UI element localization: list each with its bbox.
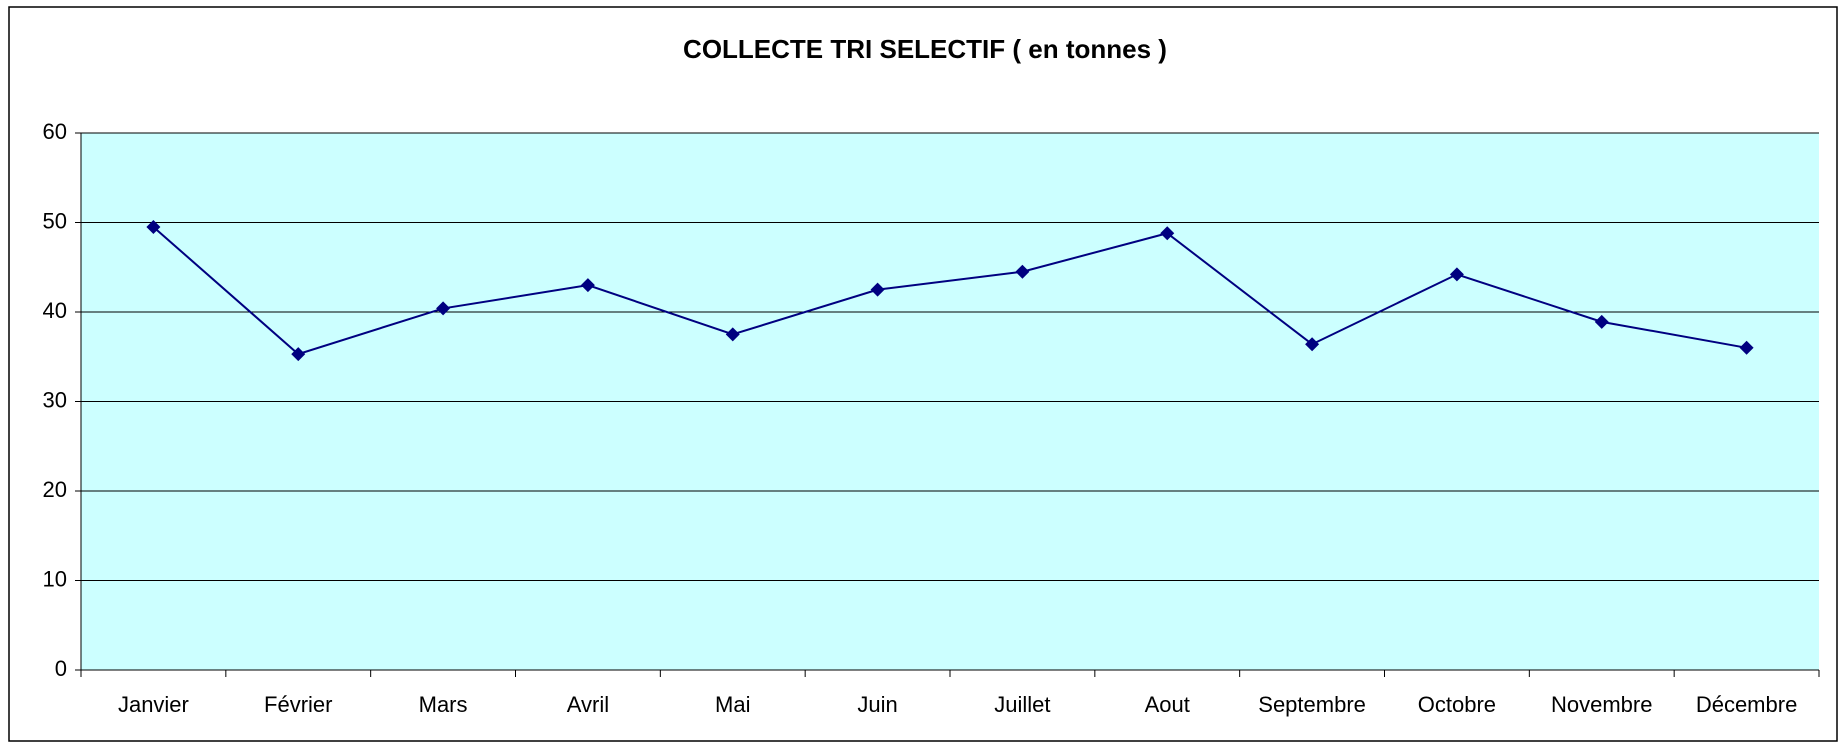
x-tick-label: Avril [567,692,609,717]
y-tick-label: 10 [43,566,67,591]
data-point [1305,337,1320,352]
x-tick-label: Mars [419,692,468,717]
data-point [436,301,451,316]
y-tick-label: 20 [43,477,67,502]
series-line [152,226,1747,356]
y-tick-label: 0 [55,656,67,681]
y-tick-label: 30 [43,387,67,412]
x-tick-label: Janvier [118,692,189,717]
data-point [870,282,885,297]
x-tick-label: Février [264,692,332,717]
chart-title: COLLECTE TRI SELECTIF ( en tonnes ) [683,34,1167,64]
y-tick-label: 60 [43,119,67,144]
y-tick-label: 40 [43,298,67,323]
x-tick-label: Aout [1145,692,1190,717]
x-tick-label: Novembre [1551,692,1652,717]
data-point [146,219,161,234]
data-point [1594,314,1609,329]
data-point [1015,264,1030,279]
data-point [1739,340,1754,355]
x-tick-label: Juin [857,692,897,717]
x-tick-label: Mai [715,692,750,717]
data-point [1160,226,1175,241]
data-point [291,347,306,362]
x-tick-label: Juillet [994,692,1050,717]
y-tick-label: 50 [43,208,67,233]
data-point [580,278,595,293]
x-tick-label: Octobre [1418,692,1496,717]
data-point [1449,267,1464,282]
data-point [725,327,740,342]
x-tick-label: Septembre [1258,692,1366,717]
x-tick-label: Décembre [1696,692,1797,717]
